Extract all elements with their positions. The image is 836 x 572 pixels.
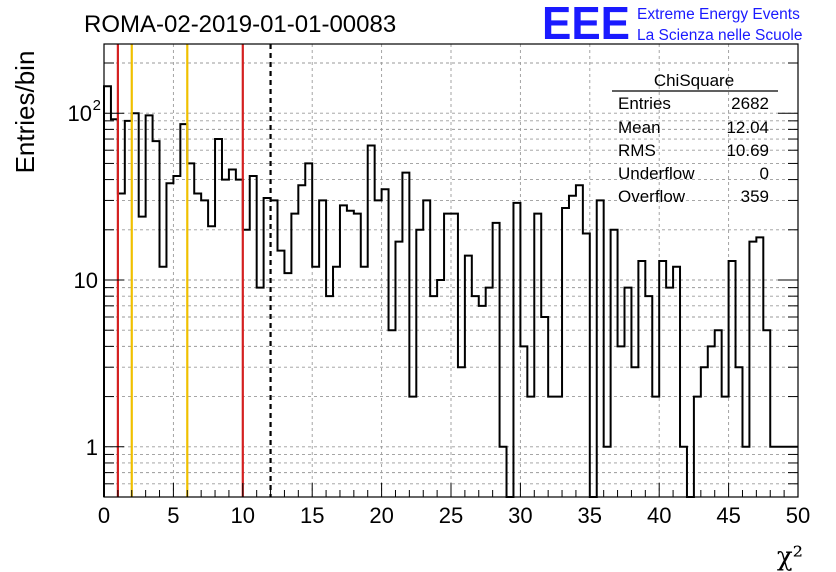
x-tick-label: 20 [369,503,393,528]
stats-title: ChiSquare [654,71,734,90]
x-tick-label: 10 [231,503,255,528]
histogram-outline [103,85,798,498]
marker-lines [116,44,272,497]
stats-label-mean: Mean [618,118,661,137]
y-axis-label: Entries/bin [10,51,40,174]
x-tick-label: 50 [786,503,810,528]
x-tick-label: 5 [167,503,179,528]
x-tick-label: 30 [508,503,532,528]
eee-logo: EEE Extreme Energy Events La Scienza nel… [542,0,802,49]
x-axis-label: χ² [777,542,803,572]
stats-box: ChiSquare Entries 2682 Mean 12.04 RMS 10… [612,71,778,206]
y-tick-label: 10 [68,101,92,126]
stats-value-underflow: 0 [760,164,769,183]
stats-value-overflow: 359 [741,187,769,206]
stats-label-entries: Entries [618,94,671,113]
stats-value-mean: 12.04 [726,118,769,137]
logo-line1: Extreme Energy Events [637,6,800,23]
y-tick-label: 1 [86,435,98,460]
stats-value-entries: 2682 [731,94,769,113]
x-tick-label: 0 [98,503,110,528]
histogram-bars [103,85,798,498]
x-tick-label: 25 [439,503,463,528]
logo-line2: La Scienza nelle Scuole [637,27,802,44]
x-tick-label: 35 [578,503,602,528]
stats-label-overflow: Overflow [618,187,686,206]
eee-logo-mark: EEE [542,0,630,49]
x-tick-label: 40 [647,503,671,528]
stats-value-rms: 10.69 [726,141,769,160]
x-tick-label: 15 [300,503,324,528]
stats-label-rms: RMS [618,141,656,160]
stats-label-underflow: Underflow [618,164,695,183]
chart-title: ROMA-02-2019-01-01-00083 [84,11,396,38]
x-tick-label: 45 [716,503,740,528]
y-tick-exponent: 2 [93,97,101,114]
y-tick-label: 10 [74,268,98,293]
